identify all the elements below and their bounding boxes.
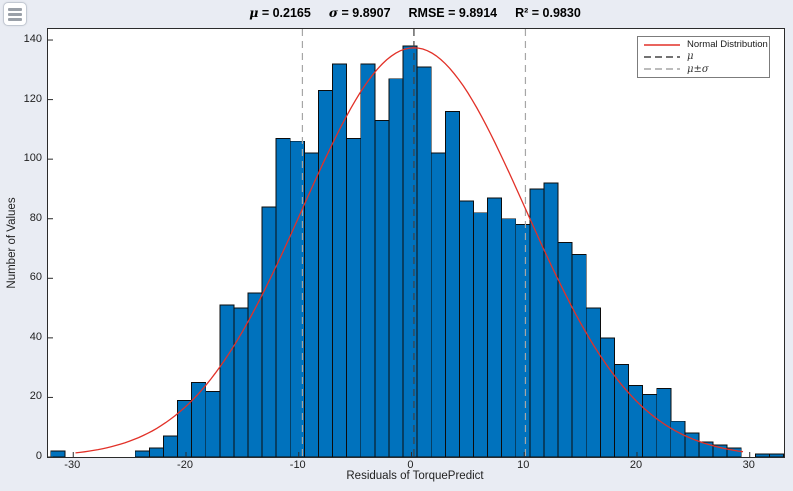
histogram-bar xyxy=(529,188,545,457)
histogram-bar xyxy=(458,200,474,457)
legend: Normal Distribution μ μ±σ xyxy=(637,36,770,78)
histogram-bar xyxy=(487,197,503,457)
y-tick-label: 140 xyxy=(23,33,42,46)
y-tick-label: 40 xyxy=(29,330,42,343)
histogram-bar xyxy=(769,453,784,457)
histogram-bar xyxy=(219,304,235,457)
y-tick-label: 0 xyxy=(35,450,42,462)
title-part: RMSE = 9.8914 xyxy=(408,6,498,20)
legend-line-sample xyxy=(644,43,680,46)
menu-button[interactable] xyxy=(3,2,27,26)
histogram-bar xyxy=(642,394,658,457)
normal-curve xyxy=(75,47,744,454)
legend-item: μ xyxy=(642,51,765,62)
histogram-bar xyxy=(233,307,249,457)
y-tick-label: 80 xyxy=(29,211,42,224)
legend-item: μ±σ xyxy=(642,64,765,75)
histogram-bar xyxy=(543,182,559,457)
legend-item: Normal Distribution xyxy=(642,39,768,51)
histogram-bar xyxy=(332,63,348,457)
histogram-bar xyxy=(416,66,432,457)
x-tick-label: -20 xyxy=(177,459,193,471)
legend-label: Normal Distribution xyxy=(687,39,768,51)
x-tick-label: -30 xyxy=(64,459,81,471)
x-axis-label: Residuals of TorquePredict xyxy=(346,470,484,482)
histogram-bar xyxy=(162,435,178,457)
histogram-bar xyxy=(754,453,770,457)
histogram-bar xyxy=(388,78,404,457)
y-tick-label: 100 xyxy=(23,152,42,165)
histogram-bar xyxy=(318,90,334,457)
histogram-bar xyxy=(628,385,644,457)
histogram-bar xyxy=(444,111,460,457)
figure-title: μ = 0.2165 σ = 9.8907 RMSE = 9.8914 R² = 0.… xyxy=(47,5,783,25)
histogram-bar xyxy=(670,420,686,457)
title-part: σ = 9.8907 xyxy=(328,5,391,20)
histogram-bar xyxy=(515,224,531,457)
legend-label: μ xyxy=(687,51,694,63)
legend-line-sample xyxy=(644,68,680,71)
histogram-bar xyxy=(205,391,221,457)
plot-area xyxy=(47,28,785,458)
histogram-bar xyxy=(599,337,615,457)
y-tick-label: 120 xyxy=(23,92,42,105)
y-tick-label: 60 xyxy=(29,271,42,284)
menu-icon xyxy=(8,7,22,11)
histogram-bar xyxy=(473,212,489,457)
histogram-bar xyxy=(402,45,418,457)
y-tick-label: 20 xyxy=(29,390,42,403)
histogram-bar xyxy=(585,307,601,457)
histogram-bar xyxy=(501,218,517,457)
histogram-bar xyxy=(571,254,587,457)
histogram-bar xyxy=(374,119,390,457)
legend-label: μ±σ xyxy=(687,63,709,75)
title-part: R² = 0.9830 xyxy=(515,6,581,20)
histogram-bar xyxy=(430,152,446,457)
histogram-bar xyxy=(275,137,291,457)
histogram-bar xyxy=(360,63,376,457)
histogram-bar xyxy=(134,450,150,457)
histogram-bar xyxy=(346,137,362,457)
x-tick-label: 10 xyxy=(517,459,530,471)
x-tick-label: 0 xyxy=(407,459,414,471)
x-tick-label: 20 xyxy=(629,459,643,471)
histogram-bar xyxy=(148,447,164,457)
x-tick-label: -10 xyxy=(289,459,306,471)
y-axis-label: Number of Values xyxy=(6,197,18,289)
histogram-bar xyxy=(50,450,66,457)
histogram-bar xyxy=(557,242,573,457)
histogram-bar xyxy=(656,388,672,457)
title-part: μ = 0.2165 xyxy=(249,5,311,20)
legend-line-sample xyxy=(644,56,680,58)
x-tick-label: 30 xyxy=(742,459,755,471)
histogram-bar xyxy=(261,206,277,457)
histogram-bar xyxy=(177,399,193,457)
